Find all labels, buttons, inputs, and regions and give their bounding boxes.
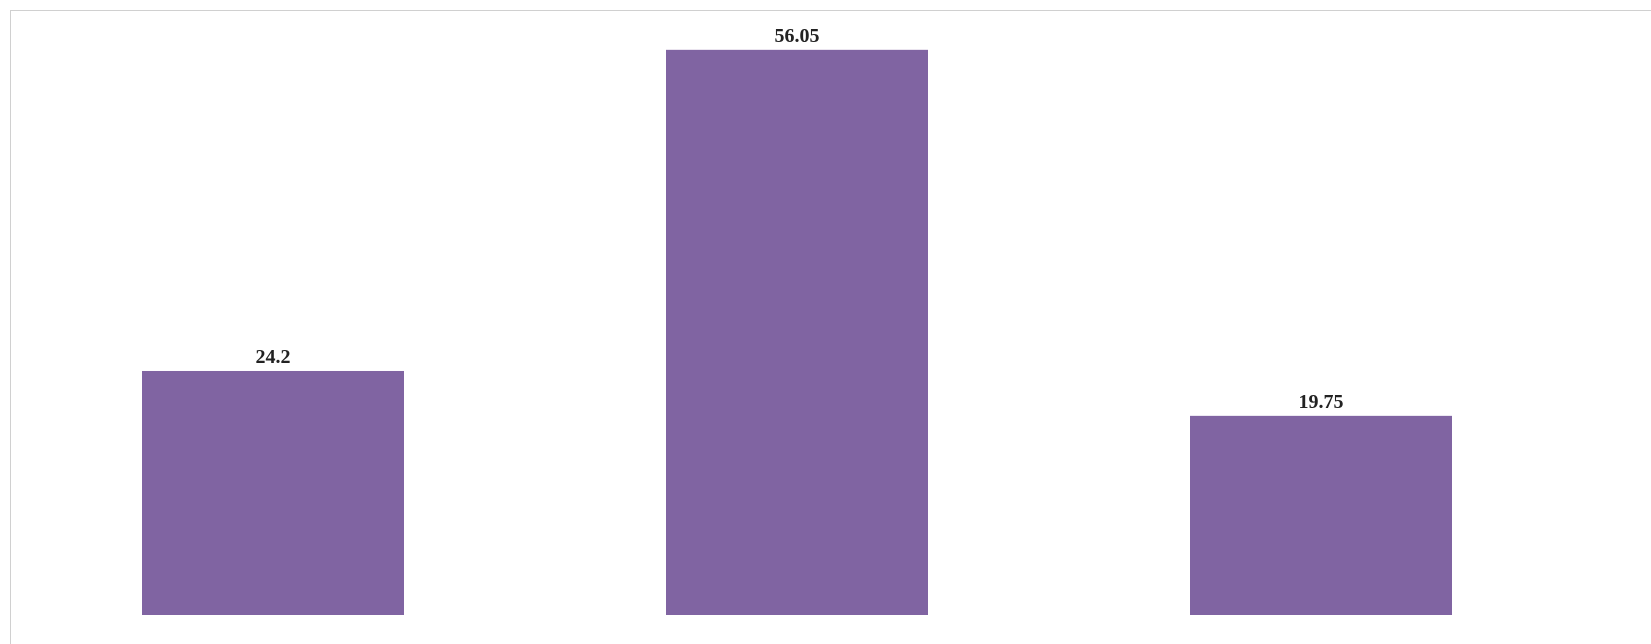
bar [666, 49, 928, 616]
data-label: 19.75 [1299, 391, 1344, 413]
data-label: 24.2 [256, 346, 291, 368]
data-label: 56.05 [775, 25, 820, 47]
bar [1190, 415, 1452, 615]
bar [142, 370, 404, 615]
